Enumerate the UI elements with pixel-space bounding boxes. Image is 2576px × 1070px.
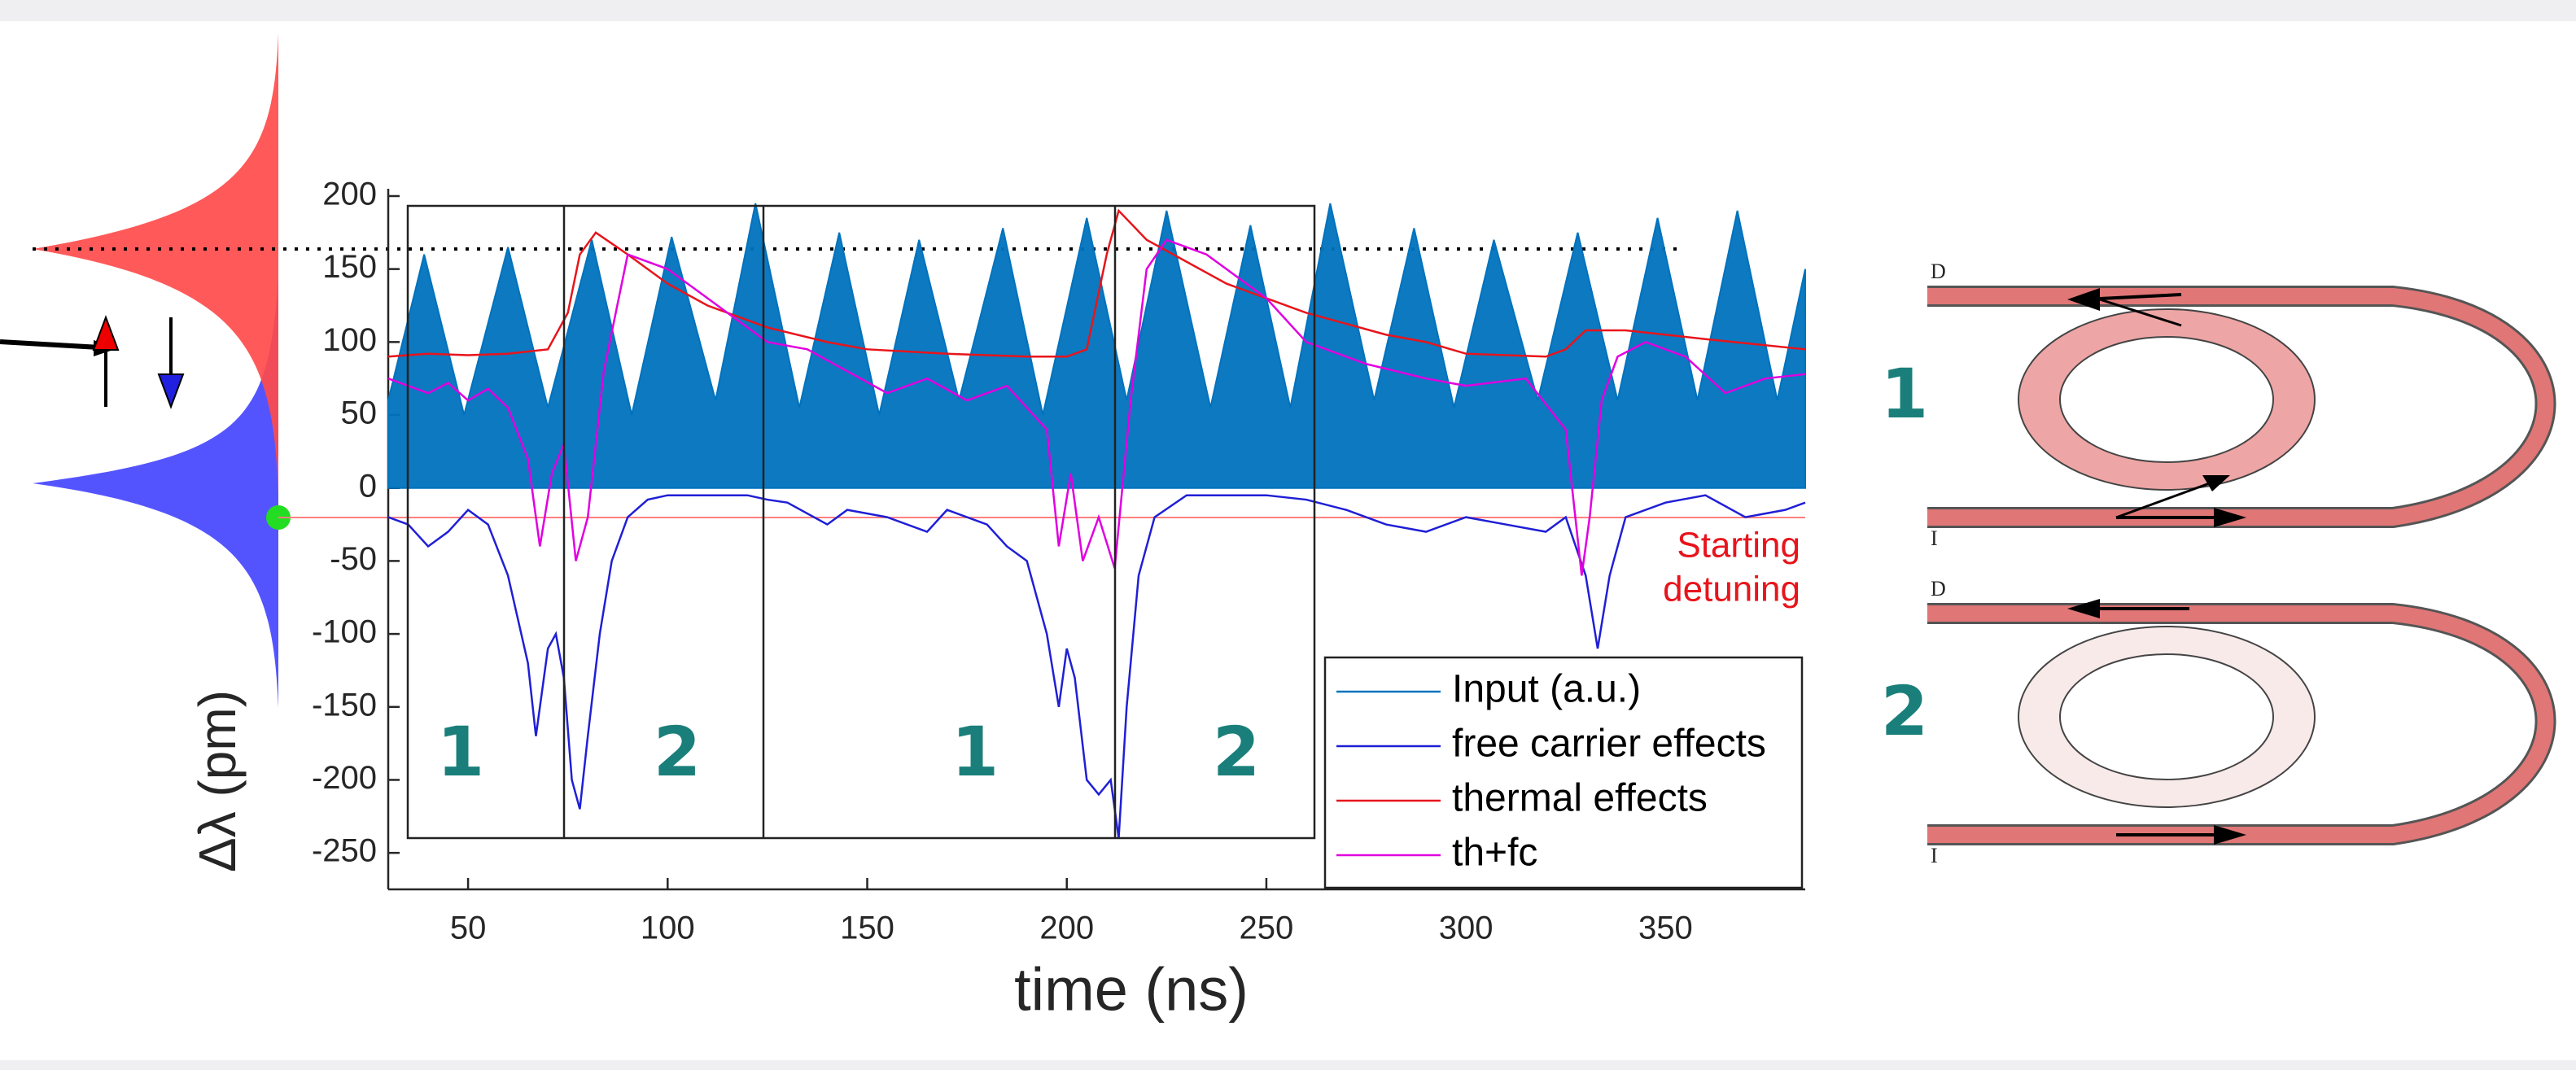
y-axis-label: Δλ (pm)	[188, 690, 247, 872]
up-arrow-head	[92, 315, 120, 351]
port-label: D	[1931, 260, 1946, 283]
arrow	[2115, 480, 2215, 519]
y-tick-label: 50	[341, 395, 378, 431]
region-label: 1	[437, 712, 484, 792]
annotation: Starting	[1677, 526, 1800, 566]
legend-label: th+fc	[1452, 832, 1537, 875]
line-series	[387, 494, 1806, 839]
y-tick-label: -200	[312, 760, 377, 796]
x-tick-label: 250	[1240, 911, 1294, 946]
y-tick-label: -150	[312, 687, 377, 723]
down-arrow-head	[157, 373, 185, 409]
arrow-head	[2214, 508, 2246, 527]
region-box	[406, 204, 1316, 840]
waveguide	[1927, 605, 2554, 843]
x-tick-label: 150	[840, 911, 894, 946]
legend-label: thermal effects	[1452, 777, 1708, 820]
ring-diagram-1: D I 1	[1881, 260, 2556, 550]
area-series	[387, 203, 1806, 489]
x-axis-label: time (ns)	[1014, 956, 1249, 1024]
legend-label: free carrier effects	[1452, 723, 1766, 766]
blue-lobe	[33, 277, 278, 708]
x-tick-label: 100	[641, 911, 695, 946]
y-tick-label: -250	[312, 833, 377, 869]
lineshape-schematic	[0, 33, 291, 708]
diagram-label: 1	[1881, 354, 1928, 434]
region-label: 2	[654, 712, 701, 792]
arrow-head	[2202, 475, 2230, 491]
region-label: 2	[1213, 712, 1260, 792]
arrow-head	[2067, 599, 2100, 618]
line-series	[387, 208, 1806, 358]
y-tick-label: -50	[330, 541, 377, 577]
diagram-label: 2	[1881, 671, 1928, 751]
x-tick-label: 300	[1439, 911, 1494, 946]
ring-diagram-2: D I 2	[1881, 577, 2556, 867]
y-tick-label: 100	[322, 322, 377, 358]
arrow	[2099, 298, 2182, 327]
y-tick-label: 200	[322, 177, 377, 212]
port-label: I	[1931, 844, 1938, 867]
legend-box	[1323, 656, 1804, 889]
port-label: D	[1931, 577, 1946, 601]
y-tick-label: -100	[312, 614, 377, 650]
line-series	[387, 238, 1806, 576]
top-bar	[0, 0, 2576, 21]
ring-hole	[2059, 653, 2274, 780]
arrow-head	[2067, 288, 2100, 311]
bottom-bar	[0, 1060, 2576, 1070]
plot: 50 100 150 200 250 300 350-250-200-150-100-500…	[312, 177, 1806, 946]
x-tick-label: 200	[1039, 911, 1094, 946]
legend: Input (a.u.) free carrier effects thermal …	[1323, 656, 1804, 889]
x-tick-label: 50	[450, 911, 487, 946]
arrow-head	[2214, 825, 2246, 845]
red-lobe	[33, 33, 278, 496]
legend-label: Input (a.u.)	[1452, 668, 1641, 711]
port-label: I	[1931, 526, 1938, 550]
ring-hole	[2059, 336, 2274, 463]
y-tick-label: 0	[359, 468, 377, 504]
y-tick-label: 150	[322, 249, 377, 285]
annotation: detuning	[1663, 570, 1800, 609]
x-tick-label: 350	[1638, 911, 1693, 946]
region-label: 1	[951, 712, 999, 792]
region-boxes	[406, 204, 1316, 840]
waveguide	[1927, 288, 2554, 526]
